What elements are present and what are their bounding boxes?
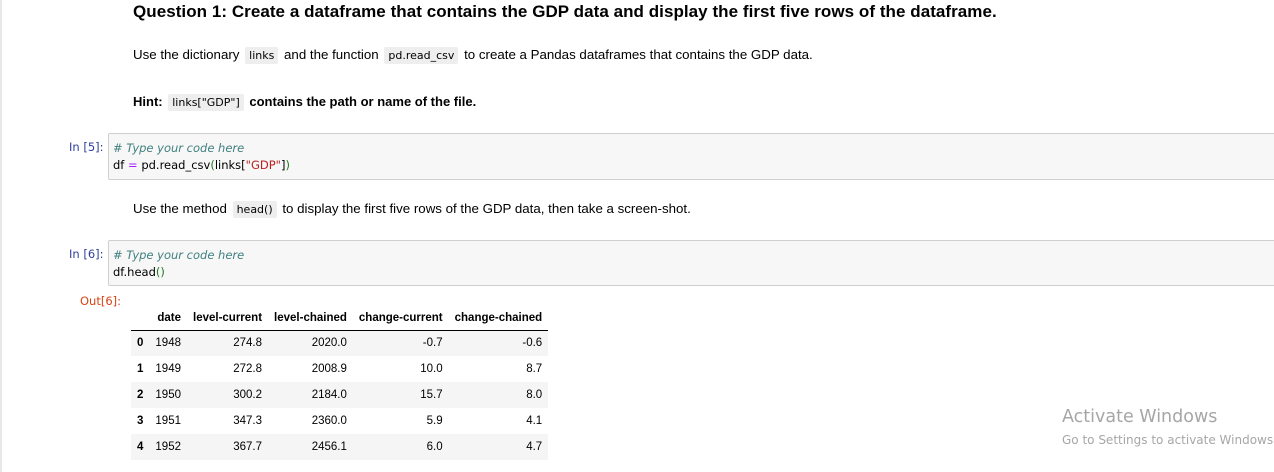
code-string-gdp: "GDP" [245,157,281,172]
table-cell: 2184.0 [311,389,347,401]
row-index: 4 [137,441,144,453]
table-cell: 4.1 [526,415,543,427]
code-close-bracket: ] [280,157,286,172]
table-cell: 15.7 [420,389,443,401]
table-cell: -0.6 [522,337,543,350]
table-cell: 367.7 [233,441,263,453]
row-index: 1 [137,363,144,375]
row-index: 0 [137,337,144,350]
code-call-read-csv: pd.read_csv [141,157,211,172]
table-header-row: date level-current level-chained change-… [131,306,549,331]
table-cell: 1951 [155,415,181,427]
head-instructions-paragraph: Use the method head() to display the fir… [133,201,691,218]
code-line-head: df.head() [113,264,1273,281]
table-cell: 274.8 [233,337,263,350]
table-row: 4 1952 367.7 2456.1 6.0 4.7 [131,434,549,460]
table-cell: 8.0 [526,389,543,401]
code-close-paren: ) [285,157,290,172]
table-cell: 300.2 [233,389,263,401]
column-header: level-chained [268,306,353,331]
table-cell: 2008.9 [311,363,347,375]
table-cell: 2020.0 [311,337,347,350]
head-text-1: Use the method [133,201,227,216]
input-prompt-6: In [6]: [69,247,104,261]
table-cell: 10.0 [420,363,443,375]
instructions-text-3: to create a Pandas dataframes that conta… [464,47,813,62]
code-arg-links: links[ [214,157,246,172]
column-header [131,306,150,331]
inline-code-hint: links["GDP"] [168,94,244,111]
instructions-text-1: Use the dictionary [133,47,240,62]
row-index: 3 [137,415,144,427]
code-var-df: df [113,157,125,172]
notebook-left-border [0,0,2,472]
hint-text: contains the path or name of the file. [249,94,477,109]
table-cell: 1950 [155,389,181,401]
code-assign-op: = [128,157,138,172]
table-row: 0 1948 274.8 2020.0 -0.7 -0.6 [131,330,549,356]
activate-windows-watermark-title: Activate Windows [1062,407,1218,427]
table-cell: -0.7 [422,337,443,350]
table-cell: 1952 [155,441,181,453]
code-head-parens: () [155,264,165,279]
hint-label: Hint: [133,94,163,109]
code-call-head: df.head [113,264,156,279]
code-cell-5[interactable]: # Type your code here df = pd.read_csv(l… [108,133,1274,180]
instructions-paragraph: Use the dictionary links and the functio… [133,47,813,64]
table-cell: 1949 [155,363,181,375]
inline-code-read-csv: pd.read_csv [384,47,459,64]
table-cell: 272.8 [233,363,263,375]
code-comment: # Type your code here [113,141,245,155]
inline-code-links: links [245,47,279,64]
table-cell: 8.7 [526,363,543,375]
code-cell-6[interactable]: # Type your code here df.head() [108,240,1274,286]
code-line-read-csv: df = pd.read_csv(links["GDP"]) [113,157,1273,174]
question-heading: Question 1: Create a dataframe that cont… [133,2,997,21]
table-cell: 1948 [155,337,181,350]
instructions-text-2: and the function [284,47,379,62]
hint-paragraph: Hint: links["GDP"] contains the path or … [133,94,477,111]
code-line-comment: # Type your code here [113,140,1273,157]
column-header: level-current [187,306,269,331]
table-cell: 5.9 [426,415,443,427]
code-open-paren: ( [210,157,215,172]
table-row: 3 1951 347.3 2360.0 5.9 4.1 [131,408,548,434]
table-cell: 347.3 [233,415,263,427]
table-cell: 2360.0 [311,415,347,427]
dataframe-output-table: date level-current level-chained change-… [131,306,549,460]
table-cell: 6.0 [426,441,443,453]
input-prompt-5: In [5]: [69,140,104,154]
table-cell: 2456.1 [311,441,347,453]
head-text-2: to display the first five rows of the GD… [282,201,691,216]
inline-code-head: head() [232,201,277,218]
table-cell: 4.7 [526,441,543,453]
activate-windows-watermark-subtitle: Go to Settings to activate Windows. [1062,433,1274,447]
code-line-comment-2: # Type your code here [113,247,1273,264]
row-index: 2 [137,389,144,401]
table-row: 2 1950 300.2 2184.0 15.7 8.0 [131,382,549,408]
output-prompt-6: Out[6]: [80,294,122,308]
column-header: change-chained [448,306,549,331]
table-row: 1 1949 272.8 2008.9 10.0 8.7 [131,356,548,382]
column-header: date [149,306,187,331]
column-header: change-current [352,306,449,331]
code-comment-2: # Type your code here [113,248,245,262]
